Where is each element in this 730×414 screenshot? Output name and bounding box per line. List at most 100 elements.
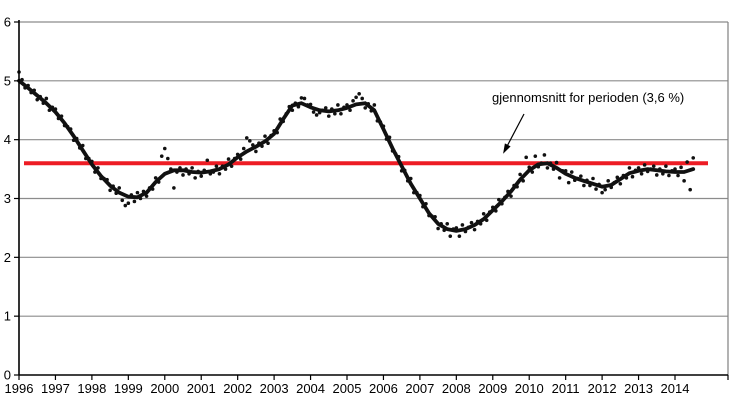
x-tick-label: 2008 (442, 381, 471, 396)
data-dot (217, 171, 222, 176)
data-dot (226, 157, 231, 161)
data-dot (214, 164, 219, 168)
data-dot (190, 166, 194, 170)
annotation-arrowhead (503, 143, 511, 154)
data-dot (603, 187, 607, 192)
data-dot (642, 163, 647, 167)
data-dot (533, 154, 538, 158)
data-dot (691, 156, 696, 160)
y-tick-label: 5 (4, 73, 11, 88)
data-dot (460, 223, 465, 227)
data-dot (348, 108, 352, 113)
data-dot (524, 155, 528, 160)
data-dot (497, 197, 501, 202)
data-dot (248, 139, 252, 143)
data-dot (639, 171, 644, 176)
x-tick-label: 2001 (187, 381, 216, 396)
data-dot (509, 194, 513, 198)
data-dot (254, 149, 258, 154)
data-dot (302, 96, 307, 101)
data-dot (159, 154, 164, 158)
data-dot (372, 103, 377, 107)
data-dot (557, 176, 562, 180)
data-dot (354, 95, 358, 100)
data-dot (162, 146, 167, 151)
data-dot (311, 110, 316, 114)
data-dot (205, 158, 210, 163)
data-dot (685, 160, 689, 164)
data-dot (676, 173, 680, 178)
data-dot (651, 164, 656, 168)
average-line-annotation: gjennomsnitt for perioden (3,6 %) (492, 90, 685, 105)
data-dot (126, 201, 131, 206)
data-dot (360, 96, 364, 101)
data-dot (323, 106, 328, 110)
data-dot (117, 186, 122, 190)
x-tick-label: 1996 (5, 381, 34, 396)
data-dot (132, 199, 137, 204)
data-dot (682, 179, 686, 183)
data-dot (566, 180, 571, 185)
data-dot (667, 173, 671, 178)
data-dot (135, 190, 140, 195)
data-dot (469, 220, 474, 225)
data-dot (554, 160, 559, 165)
data-dot (448, 234, 453, 238)
data-dot (600, 190, 604, 195)
y-tick-label: 6 (4, 15, 11, 30)
trend-line (17, 78, 696, 233)
data-dot (314, 113, 319, 117)
x-tick-label: 2006 (369, 381, 398, 396)
x-tick-label: 2012 (588, 381, 617, 396)
data-dot (193, 176, 197, 180)
data-dot (351, 99, 355, 103)
data-dot (594, 187, 598, 191)
x-tick-label: 2004 (296, 381, 325, 396)
x-tick-label: 2003 (260, 381, 289, 396)
data-dot (241, 146, 246, 151)
data-dot (654, 173, 659, 177)
x-tick-label: 2014 (661, 381, 690, 396)
data-dot (336, 103, 340, 107)
data-dot (333, 111, 337, 116)
data-dot (44, 96, 49, 101)
data-dot (481, 211, 486, 216)
x-tick-label: 1998 (77, 381, 106, 396)
x-tick-label: 2010 (515, 381, 544, 396)
data-dot (266, 141, 270, 145)
data-dot (542, 153, 547, 157)
data-dot (472, 227, 477, 232)
x-tick-label: 1997 (41, 381, 70, 396)
data-dot (606, 179, 610, 183)
x-tick-label: 2011 (552, 381, 580, 396)
data-dot (618, 181, 623, 186)
data-dot (123, 203, 128, 208)
data-dot (363, 106, 368, 110)
data-dot (591, 176, 595, 181)
data-dot (569, 170, 574, 174)
data-dot (144, 194, 149, 198)
data-dot (229, 164, 234, 168)
data-dot (244, 136, 249, 140)
data-dot (120, 198, 125, 203)
x-tick-label: 2000 (150, 381, 179, 396)
data-dot (263, 134, 267, 138)
x-tick-label: 2002 (223, 381, 252, 396)
y-tick-label: 1 (4, 309, 11, 324)
data-dot (518, 172, 522, 177)
data-dot (664, 164, 668, 168)
x-tick-label: 1999 (114, 381, 143, 396)
data-dot (299, 96, 304, 100)
data-dot (445, 221, 450, 226)
data-dot (172, 186, 176, 190)
data-dot (357, 91, 361, 96)
data-dot (688, 187, 692, 192)
data-dot (457, 234, 462, 238)
y-tick-label: 0 (4, 368, 11, 383)
data-dot (579, 174, 583, 178)
x-tick-label: 2007 (405, 381, 434, 396)
data-dot (108, 188, 112, 193)
x-tick-label: 2013 (624, 381, 653, 396)
